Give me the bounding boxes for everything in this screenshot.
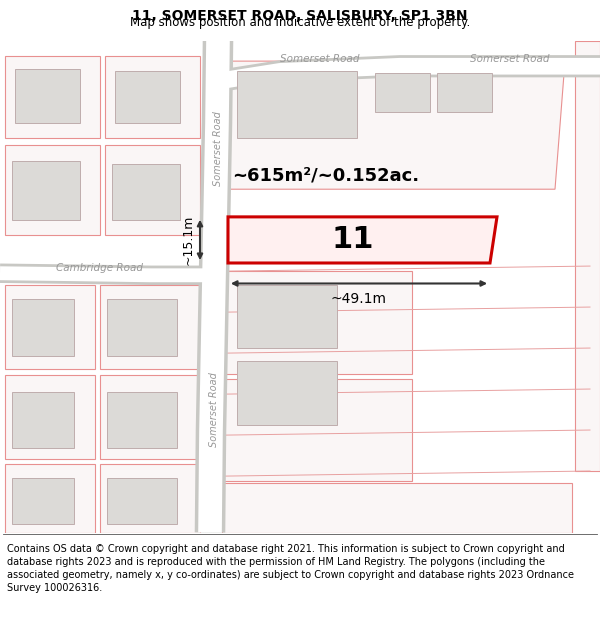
Text: Map shows position and indicative extent of the property.: Map shows position and indicative extent…	[130, 16, 470, 29]
Bar	[222, 379, 412, 481]
Bar	[107, 299, 177, 356]
Bar	[222, 483, 572, 532]
Bar	[5, 464, 95, 532]
Bar	[15, 69, 80, 122]
Bar	[222, 271, 412, 374]
Bar	[105, 145, 200, 236]
Bar	[107, 478, 177, 524]
Bar	[100, 284, 200, 369]
Bar	[5, 375, 95, 459]
Text: Somerset Road: Somerset Road	[280, 54, 360, 64]
Text: Somerset Road: Somerset Road	[470, 54, 550, 64]
Bar	[437, 73, 492, 112]
Bar	[5, 284, 95, 369]
Bar	[237, 284, 337, 348]
Polygon shape	[225, 61, 565, 189]
Text: 11, SOMERSET ROAD, SALISBURY, SP1 3BN: 11, SOMERSET ROAD, SALISBURY, SP1 3BN	[132, 9, 468, 23]
Bar	[5, 145, 100, 236]
Bar	[112, 164, 180, 220]
Text: 11: 11	[331, 226, 374, 254]
Polygon shape	[228, 217, 497, 263]
Polygon shape	[575, 41, 600, 471]
Text: Somerset Road: Somerset Road	[213, 111, 223, 186]
Bar	[100, 464, 200, 532]
Bar	[100, 375, 200, 459]
Text: Somerset Road: Somerset Road	[209, 372, 219, 447]
Bar	[12, 161, 80, 220]
Bar	[375, 73, 430, 112]
Bar	[115, 71, 180, 122]
Text: ~615m²/~0.152ac.: ~615m²/~0.152ac.	[232, 166, 419, 184]
Bar	[237, 361, 337, 425]
Bar	[105, 56, 200, 138]
Text: Cambridge Road: Cambridge Road	[56, 263, 143, 273]
Bar	[107, 392, 177, 449]
Bar	[12, 478, 74, 524]
Bar	[12, 392, 74, 449]
Text: Contains OS data © Crown copyright and database right 2021. This information is : Contains OS data © Crown copyright and d…	[7, 544, 574, 593]
Bar	[237, 71, 357, 138]
Bar	[12, 299, 74, 356]
Text: ~15.1m: ~15.1m	[182, 215, 195, 265]
Bar	[5, 56, 100, 138]
Text: ~49.1m: ~49.1m	[331, 292, 387, 306]
